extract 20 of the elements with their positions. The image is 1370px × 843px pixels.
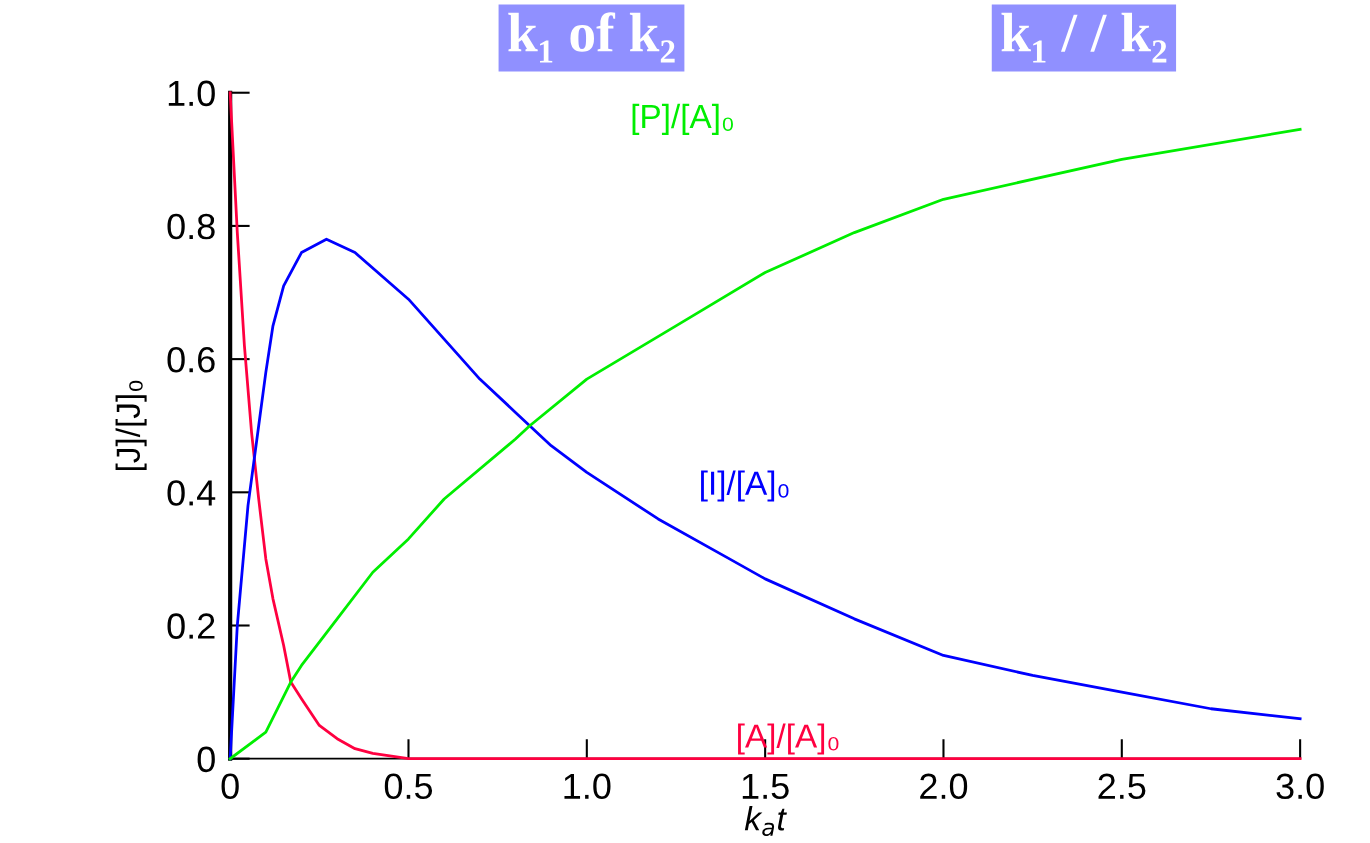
y-tick-label: 0 bbox=[197, 746, 215, 773]
x-tick-label: 1.0 bbox=[564, 773, 611, 800]
annotation: [I]/[A]₀ bbox=[701, 470, 789, 502]
x-tick-label: 0.5 bbox=[384, 773, 433, 800]
annotation: [A]/[A]₀ bbox=[738, 723, 839, 755]
annotation: [P]/[A]₀ bbox=[632, 103, 733, 135]
y-tick-label: 0.6 bbox=[167, 346, 215, 373]
x-axis-title: k$_{a}$t bbox=[744, 806, 787, 837]
y-axis-title: [J]/[J]₀ bbox=[115, 380, 147, 471]
x-tick-label: 0 bbox=[221, 773, 239, 800]
x-tick-label: 1.5 bbox=[742, 773, 789, 800]
y-tick-label: 0.8 bbox=[167, 213, 215, 240]
y-tick-label: 1.0 bbox=[168, 80, 215, 107]
x-tick-label: 3.0 bbox=[1276, 773, 1324, 800]
text: k₁ / / k₂ bbox=[1001, 12, 1167, 63]
y-tick-label: 0.4 bbox=[167, 480, 216, 506]
y-tick-label: 0.2 bbox=[167, 613, 215, 639]
text: k₁ of k₂ bbox=[508, 12, 675, 63]
x-tick-label: 2.0 bbox=[920, 773, 968, 800]
x-tick-label: 2.5 bbox=[1098, 773, 1146, 800]
